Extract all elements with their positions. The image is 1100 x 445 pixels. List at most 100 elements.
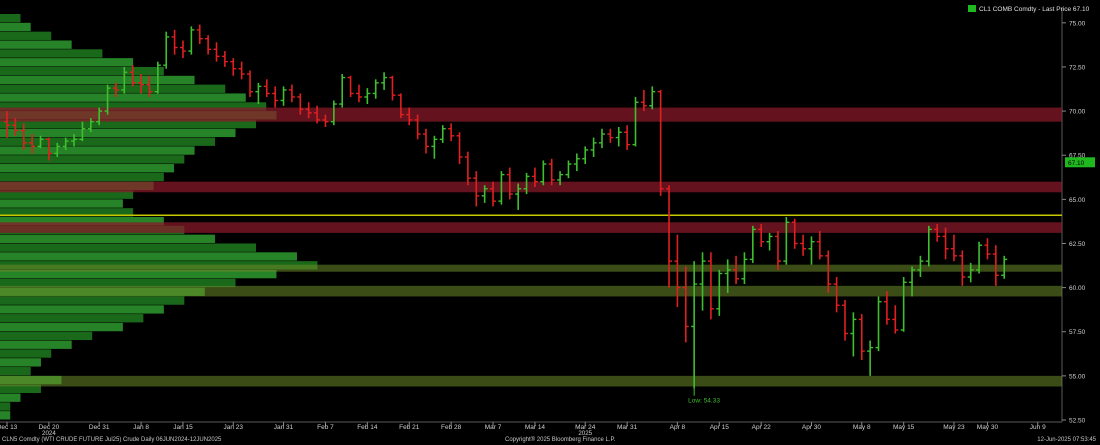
x-tick-label: Feb 14: [357, 424, 378, 431]
x-tick-label: Dec 31: [89, 424, 110, 431]
x-tick-label: Apr 15: [710, 424, 730, 431]
ohlc-bar: [615, 126, 622, 147]
ohlc-bar: [666, 185, 673, 288]
footer-copyright: Copyright® 2025 Bloomberg Finance L.P.: [505, 437, 616, 443]
volume-profile-bar: [0, 172, 164, 182]
ohlc-bar: [37, 135, 44, 149]
ohlc-bar: [263, 79, 270, 97]
ohlc-bar: [104, 84, 111, 115]
ohlc-bar: [867, 340, 874, 376]
ohlc-bar: [649, 86, 656, 110]
ohlc-bar: [247, 70, 254, 97]
x-tick-label: May 23: [943, 424, 965, 431]
ohlc-bar: [481, 185, 488, 203]
ohlc-bar: [87, 118, 94, 133]
legend-label: CL1 COMB Comdty - Last Price 67.10: [979, 6, 1090, 13]
ohlc-bar: [816, 231, 823, 260]
chart-footer: CLN5 Comdty (WTI CRUDE FUTURE Jul25) Cru…: [0, 436, 1100, 445]
y-tick-label: 70.00: [1069, 109, 1086, 116]
volume-profile-bar: [0, 146, 195, 155]
volume-profile-bar: [0, 252, 297, 261]
ohlc-bar: [632, 96, 639, 147]
ohlc-bars: [4, 24, 1008, 389]
volume-profile-bar: [0, 243, 256, 252]
volume-profile-bar: [0, 128, 236, 138]
volume-profile-bar: [0, 331, 93, 341]
ohlc-bar: [439, 125, 446, 143]
ohlc-bar: [825, 250, 832, 293]
ohlc-bar: [71, 134, 78, 147]
ohlc-bar: [230, 58, 237, 76]
y-axis: 52.50 55.00 57.50 60.00 62.50 65.00 67.50 70.00…: [1062, 20, 1086, 425]
ohlc-bar: [112, 82, 119, 97]
ohlc-bar: [515, 183, 522, 210]
ohlc-bar: [12, 118, 19, 136]
ohlc-bar: [724, 259, 731, 293]
ohlc-bar: [858, 314, 865, 360]
ohlc-bar: [305, 102, 312, 119]
ohlc-bar: [540, 160, 547, 186]
year-label: 2025: [578, 430, 592, 436]
ohlc-bar: [892, 305, 899, 334]
ohlc-bar: [347, 75, 354, 97]
ohlc-bar: [716, 269, 723, 316]
volume-profile-bar: [0, 102, 267, 111]
legend-swatch: [968, 5, 976, 12]
volume-profile-bar: [0, 75, 195, 85]
y-tick-label: 52.50: [1069, 418, 1086, 425]
volume-profile-bar: [0, 305, 164, 314]
y-tick-label: 72.50: [1069, 64, 1086, 71]
ohlc-bar: [54, 142, 61, 157]
ohlc-bar: [456, 132, 463, 165]
y-tick-label: 62.50: [1069, 241, 1086, 248]
ohlc-bar: [96, 107, 103, 126]
ohlc-bar: [372, 79, 379, 99]
x-tick-label: Apr 8: [670, 424, 686, 431]
ohlc-bar: [950, 234, 957, 262]
x-tick-label: Feb 21: [399, 424, 420, 431]
volume-profile-bar: [0, 296, 185, 305]
ohlc-bar: [188, 26, 195, 55]
y-tick-label: 65.00: [1069, 197, 1086, 204]
price-chart: Low: 54.33 52.50 55.00 57.50 60.00 62.50 65.00…: [0, 0, 1100, 436]
volume-profile-bar: [0, 49, 103, 58]
ohlc-bar: [355, 84, 362, 103]
ohlc-bar: [607, 128, 614, 143]
volume-profile-bar: [0, 31, 52, 40]
ohlc-bar: [171, 29, 178, 55]
ohlc-bar: [909, 266, 916, 297]
ohlc-bar: [976, 241, 983, 274]
last-price-label: 67.10: [1068, 160, 1085, 167]
ohlc-bar: [875, 296, 882, 352]
volume-profile-bar: [0, 314, 144, 323]
ohlc-bar: [691, 261, 698, 389]
ohlc-bar: [221, 51, 228, 67]
volume-profile-bar: [0, 217, 164, 226]
ohlc-bar: [766, 232, 773, 251]
y-tick-label: 55.00: [1069, 373, 1086, 380]
ohlc-bar: [272, 86, 279, 108]
ohlc-bar: [238, 61, 245, 80]
ohlc-bar: [364, 88, 371, 105]
volume-profile-bar: [0, 137, 216, 146]
chart-background: [0, 0, 1100, 436]
ohlc-bar: [448, 123, 455, 142]
ohlc-bar: [62, 137, 69, 150]
ohlc-bar: [573, 153, 580, 172]
volume-profile-bar: [0, 384, 41, 394]
ohlc-bar: [29, 134, 36, 154]
volume-profile-bar: [0, 40, 72, 49]
ohlc-bar: [79, 121, 86, 142]
ohlc-bar: [213, 42, 220, 62]
volume-profile-bar: [0, 155, 185, 164]
x-tick-label: Jan 15: [173, 424, 193, 431]
ohlc-bar: [758, 224, 765, 248]
ohlc-bar: [154, 61, 161, 94]
ohlc-bar: [808, 236, 815, 265]
ohlc-bar: [490, 181, 497, 207]
ohlc-bar: [322, 114, 329, 127]
ohlc-bar: [464, 151, 471, 186]
volume-profile-bar: [0, 190, 134, 199]
x-tick-label: May 15: [893, 424, 915, 431]
ohlc-bar: [925, 225, 932, 267]
